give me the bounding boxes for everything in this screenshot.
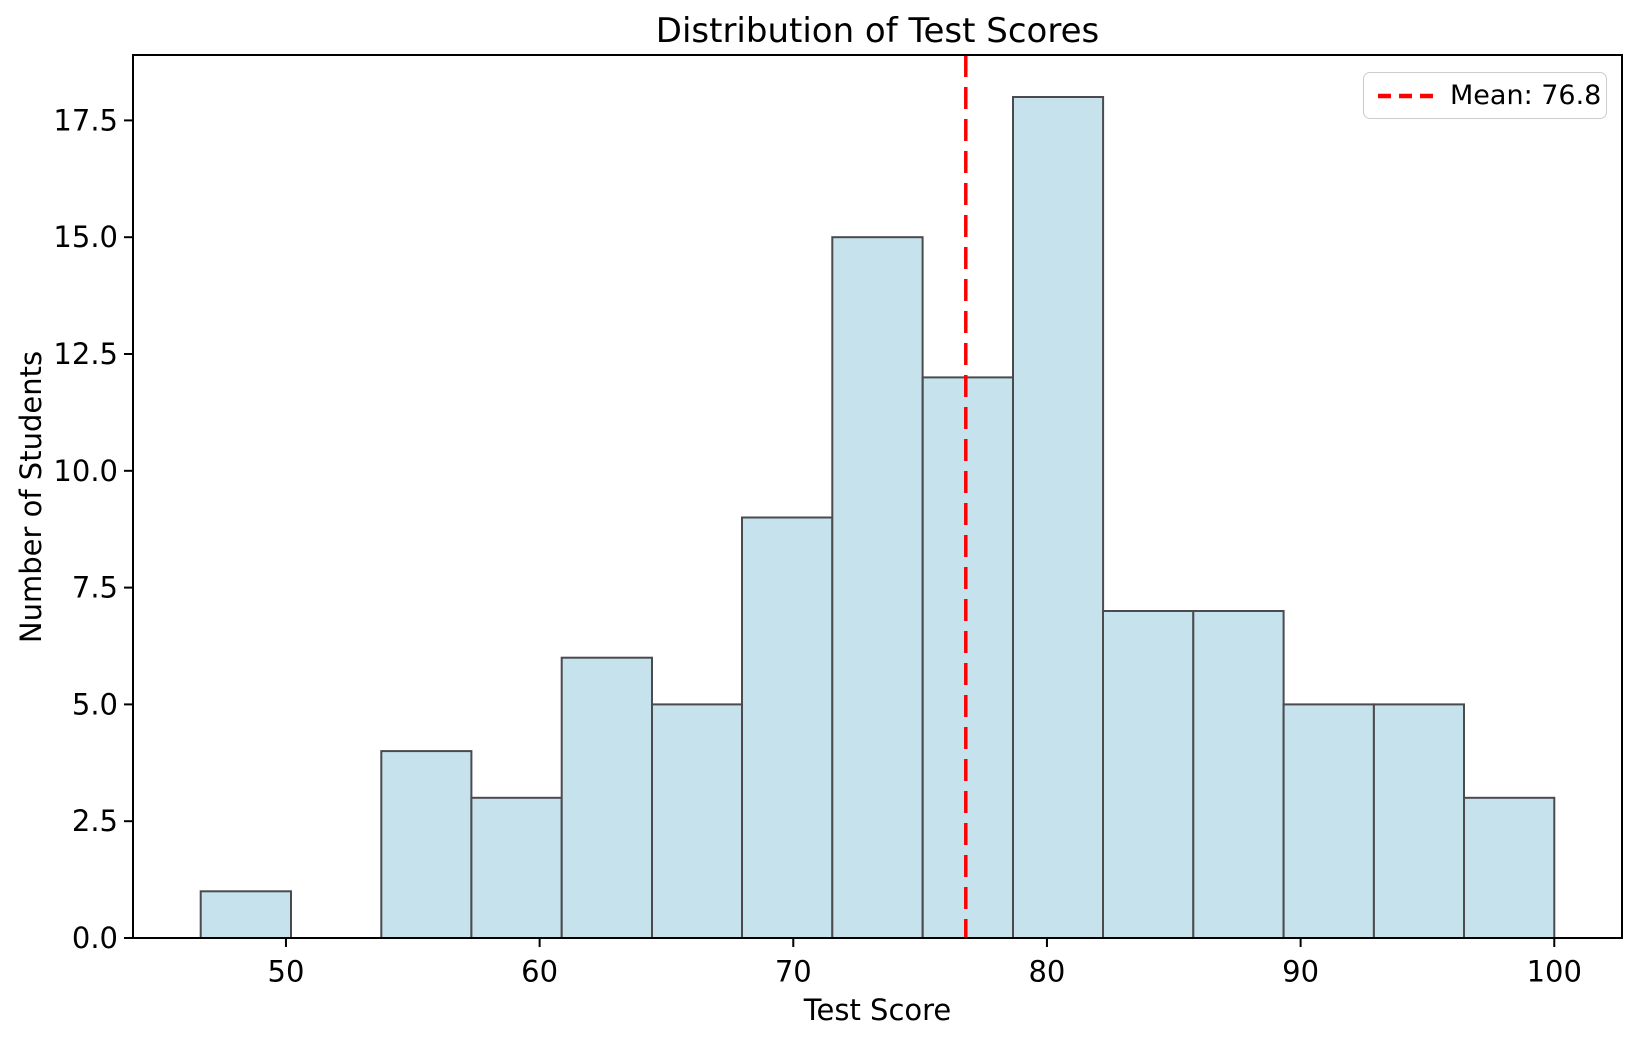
y-tick-label: 7.5 [72, 571, 118, 605]
x-tick-label: 80 [1028, 955, 1065, 989]
histogram-bar [560, 656, 654, 939]
y-tick-label: 12.5 [53, 337, 118, 371]
histogram-bar [1372, 703, 1466, 940]
y-tick-label: 15.0 [53, 220, 118, 254]
y-tick-label: 5.0 [72, 687, 118, 721]
histogram-bar [470, 796, 563, 939]
x-tick-label: 90 [1282, 955, 1319, 989]
x-tick-label: 70 [775, 955, 812, 989]
histogram-bar [741, 516, 834, 939]
histogram-bar [380, 750, 473, 939]
y-tick-label: 17.5 [53, 103, 118, 137]
histogram-bar [651, 703, 744, 940]
mean-line-legend-icon [1378, 93, 1434, 98]
x-tick-label: 60 [521, 955, 558, 989]
x-axis-label: Test Score [803, 993, 952, 1027]
plot-frame [132, 54, 1623, 939]
x-tick-label: 100 [1527, 955, 1582, 989]
y-tick-label: 0.0 [72, 921, 118, 955]
histogram-bar [1463, 796, 1556, 939]
chart-title: Distribution of Test Scores [655, 11, 1100, 51]
histogram-bar [921, 376, 1015, 939]
histogram-bar [1192, 610, 1285, 939]
y-tick-label: 2.5 [72, 804, 118, 838]
legend-label: Mean: 76.8 [1450, 80, 1602, 111]
x-tick-label: 50 [268, 955, 305, 989]
histogram-bar [1282, 703, 1375, 940]
legend: Mean: 76.8 [1363, 72, 1607, 119]
y-tick-label: 10.0 [53, 454, 118, 488]
histogram-bar [199, 890, 292, 939]
histogram-bar [831, 236, 924, 939]
histogram-bar [1102, 610, 1195, 939]
histogram-bar [1012, 96, 1105, 939]
